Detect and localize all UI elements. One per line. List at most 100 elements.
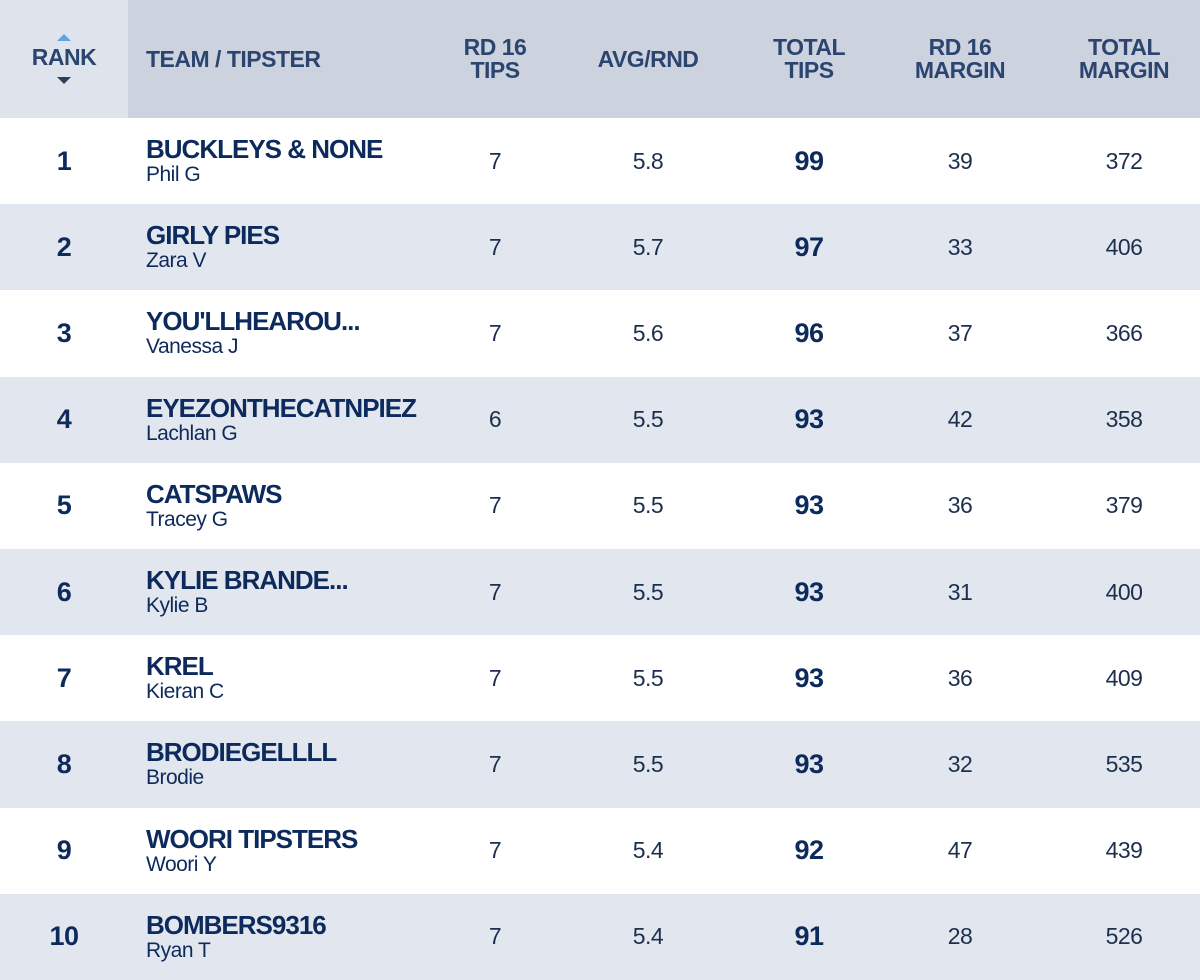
avg-column-header[interactable]: AVG/RND — [550, 0, 746, 118]
rank-cell: 1 — [56, 145, 72, 176]
rank-header-label: RANK — [31, 44, 97, 70]
total-margin-cell: 526 — [1105, 923, 1143, 950]
rd-margin-header-line1: RD 16 — [928, 34, 992, 60]
rd-margin-cell: 37 — [947, 319, 973, 346]
team-name[interactable]: BOMBERS9316 — [146, 909, 327, 940]
rd-tips-column-header[interactable]: RD 16 TIPS — [440, 0, 550, 118]
rd-tips-cell: 7 — [488, 923, 502, 950]
team-name[interactable]: BRODIEGELLLL — [146, 737, 337, 768]
tipster-name: Kylie B — [146, 594, 208, 618]
table-row[interactable]: 8 BRODIEGELLLL Brodie 7 5.5 93 32 535 — [0, 721, 1200, 808]
rd-tips-cell: 7 — [488, 837, 502, 864]
tipster-name: Lachlan G — [146, 421, 238, 445]
team-cell: YOU'LLHEAROU... Vanessa J — [128, 307, 440, 359]
total-tips-header-line2: TIPS — [784, 57, 834, 83]
avg-cell: 5.4 — [632, 837, 664, 864]
table-row[interactable]: 2 GIRLY PIES Zara V 7 5.7 97 33 406 — [0, 204, 1200, 291]
rank-cell: 6 — [56, 576, 72, 607]
team-cell: EYEZONTHECATNPIEZ Lachlan G — [128, 394, 440, 446]
rd-margin-cell: 32 — [947, 750, 973, 777]
tipster-name: Kieran C — [146, 680, 224, 704]
team-name[interactable]: YOU'LLHEAROU... — [146, 306, 361, 337]
rank-column-header[interactable]: RANK — [0, 0, 128, 118]
team-cell: CATSPAWS Tracey G — [128, 480, 440, 532]
rd-margin-cell: 28 — [947, 923, 973, 950]
table-row[interactable]: 1 BUCKLEYS & NONE Phil G 7 5.8 99 39 372 — [0, 118, 1200, 204]
table-row[interactable]: 5 CATSPAWS Tracey G 7 5.5 93 36 379 — [0, 463, 1200, 549]
team-cell: GIRLY PIES Zara V — [128, 221, 440, 273]
team-name[interactable]: KREL — [146, 651, 214, 682]
team-cell: KYLIE BRANDE... Kylie B — [128, 566, 440, 618]
total-tips-cell: 93 — [794, 662, 824, 693]
team-cell: KREL Kieran C — [128, 652, 440, 704]
rd-margin-cell: 36 — [947, 664, 973, 691]
rank-cell: 2 — [56, 231, 72, 262]
table-row[interactable]: 4 EYEZONTHECATNPIEZ Lachlan G 6 5.5 93 42 358 — [0, 376, 1200, 463]
rd-margin-cell: 39 — [947, 147, 973, 174]
rd-margin-column-header[interactable]: RD 16 MARGIN — [872, 0, 1048, 118]
total-tips-cell: 91 — [794, 921, 824, 952]
tipster-name: Brodie — [146, 766, 204, 790]
total-margin-cell: 379 — [1105, 492, 1143, 519]
total-tips-cell: 96 — [794, 317, 824, 348]
table-row[interactable]: 7 KREL Kieran C 7 5.5 93 36 409 — [0, 635, 1200, 721]
rank-cell: 3 — [56, 317, 72, 348]
table-row[interactable]: 10 BOMBERS9316 Ryan T 7 5.4 91 28 526 — [0, 893, 1200, 980]
sort-up-icon — [57, 34, 71, 41]
table-row[interactable]: 6 KYLIE BRANDE... Kylie B 7 5.5 93 31 400 — [0, 548, 1200, 636]
total-tips-header-line1: TOTAL — [772, 34, 846, 60]
rd-tips-cell: 7 — [488, 578, 502, 605]
team-column-header[interactable]: TEAM / TIPSTER — [128, 0, 440, 118]
total-margin-header-line2: MARGIN — [1078, 57, 1170, 83]
table-header: RANK TEAM / TIPSTER RD 16 TIPS AVG/RND T… — [0, 0, 1200, 118]
total-tips-cell: 93 — [794, 748, 824, 779]
tipster-name: Tracey G — [146, 507, 228, 531]
rd-margin-header-line2: MARGIN — [914, 57, 1006, 83]
rd-margin-cell: 42 — [947, 406, 973, 433]
sort-down-icon — [57, 77, 71, 84]
avg-cell: 5.5 — [632, 406, 664, 433]
rank-cell: 8 — [56, 748, 72, 779]
total-margin-cell: 535 — [1105, 750, 1143, 777]
team-name[interactable]: CATSPAWS — [146, 478, 282, 509]
rd-tips-cell: 7 — [488, 664, 502, 691]
team-cell: BRODIEGELLLL Brodie — [128, 738, 440, 790]
rd-margin-cell: 31 — [947, 578, 973, 605]
team-name[interactable]: GIRLY PIES — [146, 220, 280, 251]
table-row[interactable]: 9 WOORI TIPSTERS Woori Y 7 5.4 92 47 439 — [0, 808, 1200, 894]
tipster-name: Zara V — [146, 249, 207, 273]
total-tips-column-header[interactable]: TOTAL TIPS — [746, 0, 872, 118]
team-cell: BUCKLEYS & NONE Phil G — [128, 135, 440, 187]
total-tips-cell: 93 — [794, 576, 824, 607]
tipster-name: Phil G — [146, 163, 201, 187]
total-tips-cell: 93 — [794, 404, 824, 435]
team-name[interactable]: WOORI TIPSTERS — [146, 823, 358, 854]
avg-cell: 5.5 — [632, 750, 664, 777]
rd-margin-cell: 36 — [947, 492, 973, 519]
rd-tips-cell: 7 — [488, 319, 502, 346]
rd-margin-cell: 47 — [947, 837, 973, 864]
tipster-name: Ryan T — [146, 938, 211, 962]
total-margin-cell: 409 — [1105, 664, 1143, 691]
team-name[interactable]: KYLIE BRANDE... — [146, 565, 349, 596]
total-margin-cell: 372 — [1105, 147, 1143, 174]
total-tips-cell: 97 — [794, 231, 824, 262]
total-margin-cell: 366 — [1105, 319, 1143, 346]
avg-cell: 5.7 — [632, 233, 664, 260]
avg-header-label: AVG/RND — [597, 45, 699, 72]
total-tips-cell: 92 — [794, 835, 824, 866]
total-tips-cell: 93 — [794, 490, 824, 521]
team-name[interactable]: BUCKLEYS & NONE — [146, 134, 383, 165]
rd-tips-cell: 7 — [488, 750, 502, 777]
rd-tips-header-line1: RD 16 — [463, 34, 527, 60]
rd-tips-cell: 7 — [488, 492, 502, 519]
team-name[interactable]: EYEZONTHECATNPIEZ — [146, 392, 417, 423]
total-margin-cell: 406 — [1105, 233, 1143, 260]
team-cell: BOMBERS9316 Ryan T — [128, 911, 440, 963]
total-margin-column-header[interactable]: TOTAL MARGIN — [1048, 0, 1200, 118]
avg-cell: 5.5 — [632, 664, 664, 691]
avg-cell: 5.5 — [632, 578, 664, 605]
team-cell: WOORI TIPSTERS Woori Y — [128, 825, 440, 877]
table-row[interactable]: 3 YOU'LLHEAROU... Vanessa J 7 5.6 96 37 366 — [0, 290, 1200, 376]
